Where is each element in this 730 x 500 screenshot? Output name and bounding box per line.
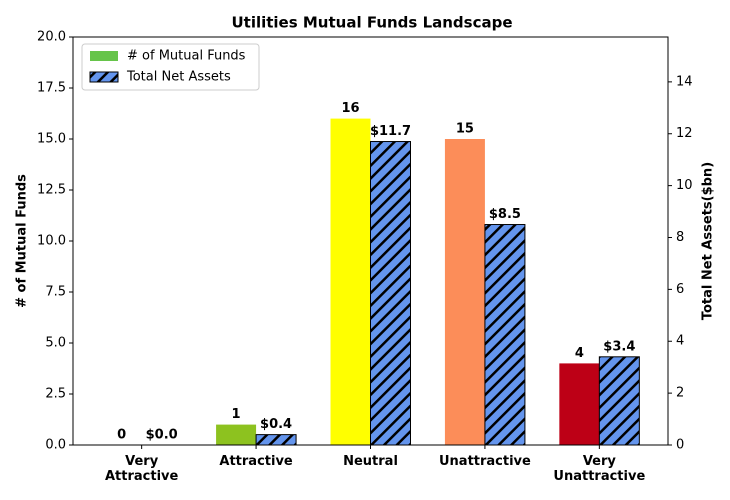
data-label: 0 [117, 428, 126, 443]
bar-hatch [484, 224, 526, 446]
data-label: $3.4 [603, 339, 635, 354]
y2-tick-label: 8 [676, 230, 684, 245]
bar-hatch [255, 434, 297, 446]
data-label: 15 [456, 122, 474, 137]
legend-hatch [89, 71, 119, 83]
y-tick-label: 15.0 [37, 132, 66, 147]
bar [444, 139, 485, 445]
y-tick-label: 0.0 [45, 438, 66, 453]
y-tick-label: 20.0 [37, 30, 66, 45]
y-tick-label: 5.0 [45, 336, 66, 351]
chart-title: Utilities Mutual Funds Landscape [231, 14, 512, 32]
y2-tick-label: 0 [676, 438, 684, 453]
x-tick-label: Very Unattractive [553, 454, 646, 484]
x-tick-label: Very Attractive [104, 454, 179, 484]
x-tick-label: Neutral [343, 454, 398, 469]
y-tick-label: 17.5 [37, 81, 66, 96]
bar [559, 363, 600, 445]
y-tick-label: 10.0 [37, 234, 66, 249]
y-tick-label: 12.5 [37, 183, 66, 198]
y2-tick-label: 4 [676, 334, 684, 349]
y2-axis-label: Total Net Assets($bn) [701, 162, 716, 320]
legend-label: # of Mutual Funds [127, 49, 246, 64]
legend-swatch [90, 51, 118, 61]
y-tick-label: 2.5 [45, 387, 66, 402]
y-axis-label: # of Mutual Funds [15, 174, 30, 308]
y2-tick-label: 12 [676, 126, 693, 141]
data-label: $0.0 [146, 428, 178, 443]
legend-box [81, 43, 260, 91]
y2-tick-label: 2 [676, 386, 684, 401]
x-tick-label: Unattractive [438, 454, 531, 469]
data-label: 4 [575, 346, 584, 361]
y2-tick-label: 14 [676, 74, 693, 89]
bar-hatch [370, 141, 411, 446]
bar-hatch [598, 356, 640, 446]
legend-label: Total Net Assets [126, 70, 231, 85]
y2-tick-label: 10 [676, 178, 693, 193]
data-label: $11.7 [370, 124, 411, 139]
y2-tick-label: 6 [676, 282, 684, 297]
y-tick-label: 7.5 [45, 285, 66, 300]
data-label: 1 [232, 407, 241, 422]
data-label: $8.5 [489, 207, 521, 222]
x-tick-label: Attractive [219, 454, 293, 469]
bar [216, 424, 257, 445]
bar [330, 118, 371, 445]
data-label: $0.4 [260, 417, 292, 432]
plot-frame [72, 36, 669, 446]
data-label: 16 [341, 101, 359, 116]
